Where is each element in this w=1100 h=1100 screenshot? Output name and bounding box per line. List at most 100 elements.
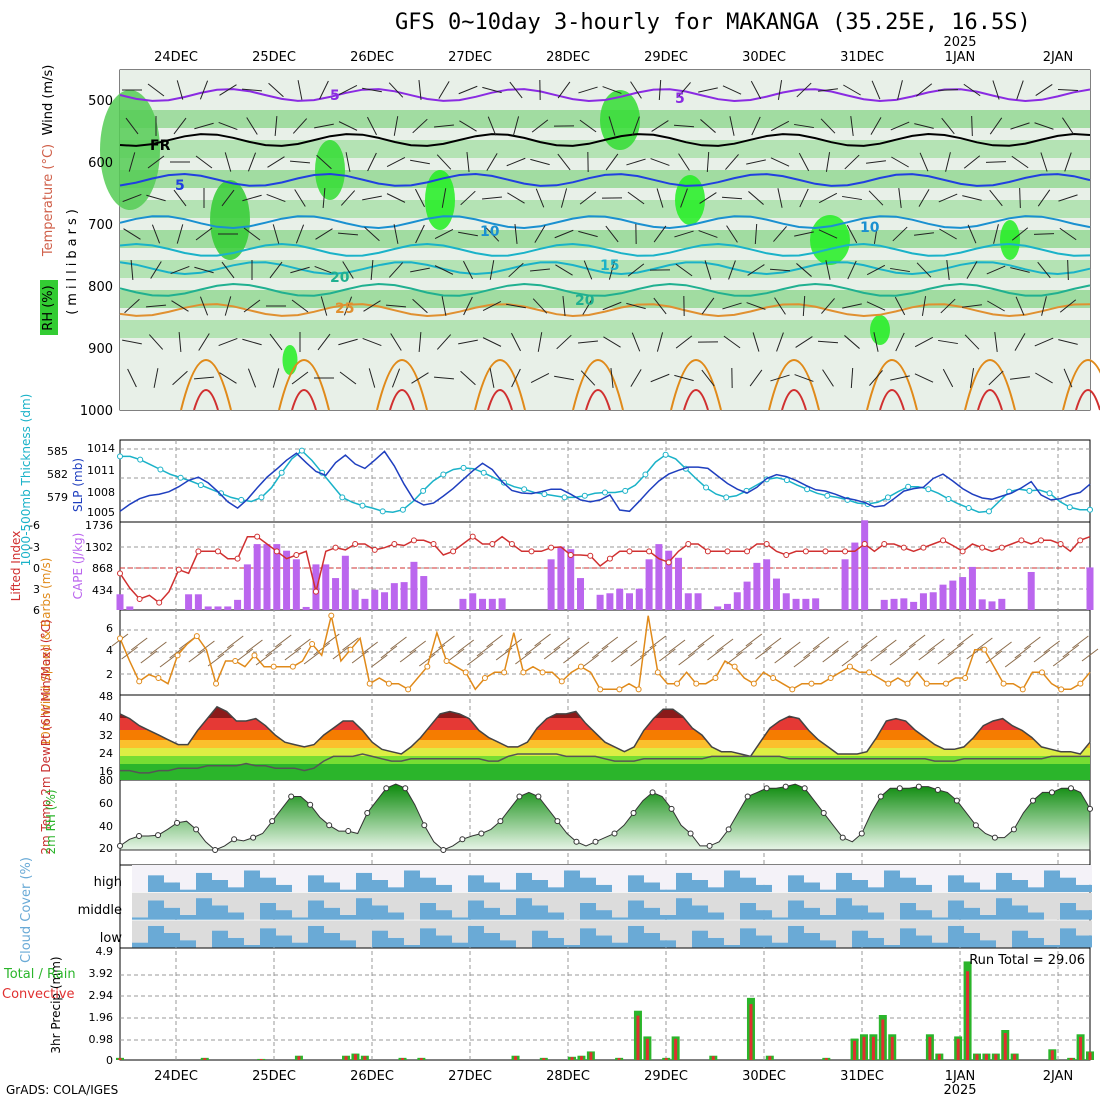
wind-barb [460, 190, 476, 206]
wind-barb [873, 332, 879, 352]
cloud-bar [308, 875, 324, 892]
wind-barb-10m [966, 646, 984, 660]
rh-marker [117, 842, 123, 849]
wind-barb [769, 268, 791, 272]
cloud-gap [436, 892, 452, 911]
wind-barb [316, 154, 332, 170]
wind-barb [242, 194, 262, 202]
cape-bar [763, 559, 771, 610]
cloud-gap [996, 892, 1012, 899]
cloud-bar [356, 898, 372, 920]
lifted-index-line-marker [744, 548, 751, 555]
precip-conv-bar [1013, 1054, 1017, 1060]
cloud-bar [980, 889, 996, 892]
contour-line [119, 303, 1091, 318]
cloud-gap [820, 865, 836, 890]
wind-barb [219, 372, 237, 384]
wind-barb [554, 375, 574, 381]
wind-barb [603, 336, 621, 348]
thickness-line-marker [238, 496, 245, 503]
wind-barb [846, 224, 858, 244]
cloud-gap [388, 920, 404, 938]
wind-barb [971, 115, 973, 137]
cloud-bar [708, 887, 724, 892]
cloud-gap [1060, 920, 1076, 929]
wind-barb-10m [908, 634, 926, 648]
cloud-bar [724, 870, 740, 892]
wind-barb [246, 117, 258, 135]
wind-barb [578, 340, 598, 344]
rh-marker [820, 809, 827, 816]
rh-marker [535, 793, 542, 800]
wind-barb [675, 263, 693, 277]
contour-line [119, 215, 1091, 230]
cloud-bar [612, 917, 628, 920]
rh-marker [972, 822, 979, 829]
cloud-gap [916, 920, 932, 936]
wind-barb [842, 195, 862, 201]
wind-barb [489, 260, 495, 280]
date-label-bottom: 30DEC [742, 1069, 786, 1084]
wind-barb [794, 374, 814, 382]
wind-barb [338, 85, 358, 95]
cloud-bar [836, 898, 852, 920]
wind-barb [195, 227, 213, 241]
wind-barb [626, 302, 646, 310]
thickness-line-marker [884, 494, 891, 501]
wind-barb [362, 195, 382, 201]
rh-marker [839, 834, 846, 841]
wind-barb [199, 80, 209, 100]
wind-barb [385, 304, 407, 308]
slp-tick: 1008 [87, 486, 115, 499]
thickness-line-marker [985, 508, 992, 515]
rh-marker [516, 793, 523, 800]
wind-barb [367, 116, 377, 136]
rh-marker [497, 818, 504, 825]
cloud-gap [148, 892, 164, 901]
lifted-index-line-marker [842, 548, 849, 555]
cloud-gap [1044, 865, 1060, 871]
wind-barb [433, 376, 455, 380]
wind-barb [147, 155, 165, 169]
wind-speed-line-marker [827, 675, 834, 681]
wind-barb [151, 224, 161, 244]
wind-barb-10m [274, 634, 292, 648]
cloud-gap [660, 865, 676, 890]
cloud-bar [404, 945, 420, 948]
wind-barb [150, 261, 162, 279]
cape-bar [322, 564, 330, 610]
precip-conv-bar [353, 1054, 357, 1060]
wind-barb [534, 225, 546, 243]
wind-barb [938, 193, 958, 203]
cloud-gap [836, 920, 852, 948]
wind-barb-10m [313, 642, 330, 656]
wind-barb [289, 160, 311, 164]
wind-barb-10m [255, 652, 273, 666]
slp-tick: 1011 [87, 464, 115, 477]
wind-barb-10m [697, 634, 715, 648]
wind-barb-10m [534, 633, 551, 647]
thickness-tick: 585 [47, 445, 68, 458]
wind-barb [508, 262, 524, 278]
wind-barb-10m [246, 639, 263, 653]
cloud-gap [628, 865, 644, 876]
wind-barb [869, 370, 883, 386]
year-label-bottom: 2025 [943, 1083, 976, 1098]
rh-blob [425, 170, 455, 230]
rh-marker [478, 830, 485, 837]
cloud-gap [692, 865, 708, 880]
cape-bar [126, 606, 134, 610]
wind-barb-10m [860, 635, 878, 649]
thickness-line-marker [642, 471, 649, 478]
cloud-bar [180, 940, 196, 948]
cloud-bar [900, 902, 916, 920]
wind-barb [294, 189, 306, 207]
wind-barb [509, 81, 523, 99]
cloud-bar [132, 917, 148, 920]
wind-barb-10m [649, 635, 667, 649]
wind-barb-10m [678, 652, 695, 666]
cloud-gap [308, 920, 324, 926]
precip-conv-bar [363, 1056, 367, 1060]
wind-barb [890, 267, 910, 273]
cloud-gap [1028, 892, 1044, 913]
